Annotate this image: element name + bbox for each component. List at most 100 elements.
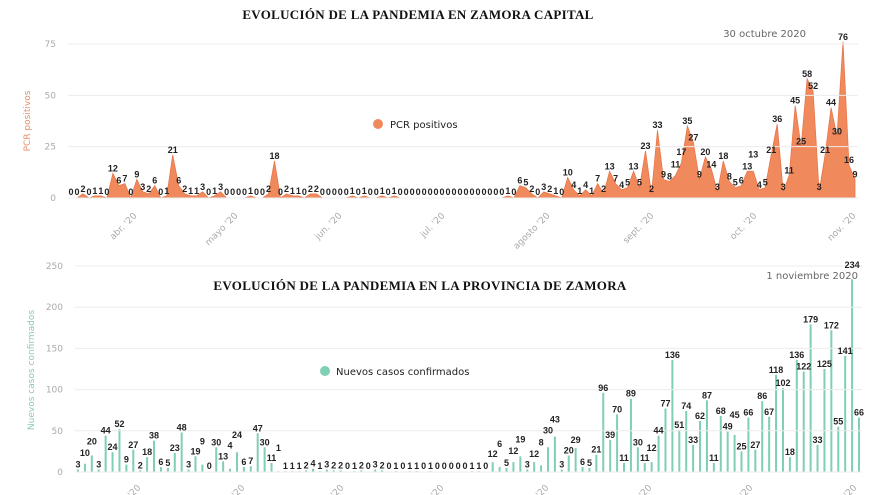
data-label: 3	[200, 182, 205, 192]
data-label: 0	[236, 187, 241, 197]
data-label: 12	[529, 449, 539, 459]
y-tick-label: 50	[52, 427, 64, 437]
data-label: 33	[688, 435, 698, 445]
zamora-provincia-chart: EVOLUCIÓN DE LA PANDEMIA EN LA PROVINCIA…	[27, 260, 864, 495]
data-label: 1	[290, 186, 295, 196]
bar	[754, 449, 757, 472]
data-label: 23	[170, 443, 180, 453]
bar	[740, 451, 743, 472]
bar	[837, 426, 840, 472]
data-label: 13	[629, 161, 639, 171]
bar	[519, 456, 522, 472]
data-label: 3	[324, 460, 329, 470]
legend-label[interactable]: PCR positivos	[390, 120, 458, 131]
data-label: 11	[709, 453, 719, 463]
bar	[83, 463, 86, 472]
bar	[699, 420, 702, 472]
data-label: 76	[838, 32, 848, 42]
data-label: 2	[331, 460, 336, 470]
data-label: 23	[641, 141, 651, 151]
data-label: 30	[832, 126, 842, 136]
data-label: 2	[308, 184, 313, 194]
bar	[229, 468, 232, 472]
data-label: 0	[242, 187, 247, 197]
bar	[802, 371, 805, 472]
data-label: 1	[352, 461, 357, 471]
data-label: 0	[421, 461, 426, 471]
data-label: 3	[140, 182, 145, 192]
y-tick-label: 0	[57, 468, 63, 478]
data-label: 1	[469, 461, 474, 471]
bar	[242, 467, 245, 472]
y-tick-label: 100	[46, 386, 63, 396]
bar	[360, 470, 363, 472]
data-label: 5	[625, 178, 630, 188]
data-label: 125	[817, 359, 832, 369]
bar	[664, 408, 667, 472]
data-label: 1	[553, 186, 558, 196]
data-label: 27	[688, 133, 698, 143]
data-label: 1	[317, 461, 322, 471]
data-label: 62	[695, 411, 705, 421]
data-label: 30	[260, 437, 270, 447]
bar	[146, 457, 149, 472]
bar	[560, 469, 563, 472]
bar	[201, 464, 204, 472]
bar	[139, 470, 142, 472]
data-label: 118	[769, 365, 784, 375]
data-label: 19	[190, 446, 200, 456]
data-label: 3	[186, 460, 191, 470]
bar	[526, 469, 529, 472]
data-label: 6	[739, 176, 744, 186]
chart-title: EVOLUCIÓN DE LA PANDEMIA EN LA PROVINCIA…	[213, 278, 627, 293]
data-label: 0	[446, 187, 451, 197]
bar	[858, 417, 860, 472]
data-label: 234	[845, 260, 860, 270]
data-label: 33	[652, 120, 662, 130]
bar	[256, 433, 259, 472]
data-label: 13	[218, 451, 228, 461]
data-label: 4	[583, 180, 588, 190]
bar	[97, 469, 100, 472]
data-label: 1	[194, 186, 199, 196]
bar	[775, 374, 778, 472]
data-label: 0	[128, 187, 133, 197]
y-tick-label: 25	[45, 143, 56, 153]
data-label: 43	[550, 415, 560, 425]
data-label: 29	[571, 435, 581, 445]
legend-label[interactable]: Nuevos casos confirmados	[336, 367, 469, 378]
data-label: 5	[637, 178, 642, 188]
data-label: 0	[483, 461, 488, 471]
x-tick-label: mayo '20	[204, 211, 241, 248]
data-label: 24	[108, 442, 118, 452]
data-label: 24	[232, 430, 242, 440]
data-label: 14	[706, 159, 716, 169]
x-tick-label: '20	[429, 483, 446, 495]
data-label: 0	[440, 187, 445, 197]
date-annotation: 30 octubre 2020	[723, 29, 806, 40]
bar	[636, 447, 639, 472]
data-label: 8	[539, 437, 544, 447]
data-label: 20	[564, 446, 574, 456]
chart-title: EVOLUCIÓN DE LA PANDEMIA EN ZAMORA CAPIT…	[242, 7, 593, 22]
bar	[187, 469, 190, 472]
data-label: 0	[260, 187, 265, 197]
data-label: 6	[497, 439, 502, 449]
data-label: 27	[128, 440, 138, 450]
bar	[629, 398, 632, 472]
data-label: 18	[785, 447, 795, 457]
data-label: 2	[182, 184, 187, 194]
data-label: 30	[211, 437, 221, 447]
bar	[90, 455, 93, 472]
data-label: 0	[449, 461, 454, 471]
bar	[567, 455, 570, 472]
x-tick-label: jun. '20	[313, 211, 345, 243]
data-label: 0	[400, 461, 405, 471]
data-label: 1	[248, 186, 253, 196]
bar	[761, 401, 764, 472]
data-label: 6	[158, 457, 163, 467]
data-label: 3	[715, 182, 720, 192]
x-tick-label: agosto '20	[512, 211, 553, 252]
data-label: 0	[86, 187, 91, 197]
data-label: 17	[676, 147, 686, 157]
